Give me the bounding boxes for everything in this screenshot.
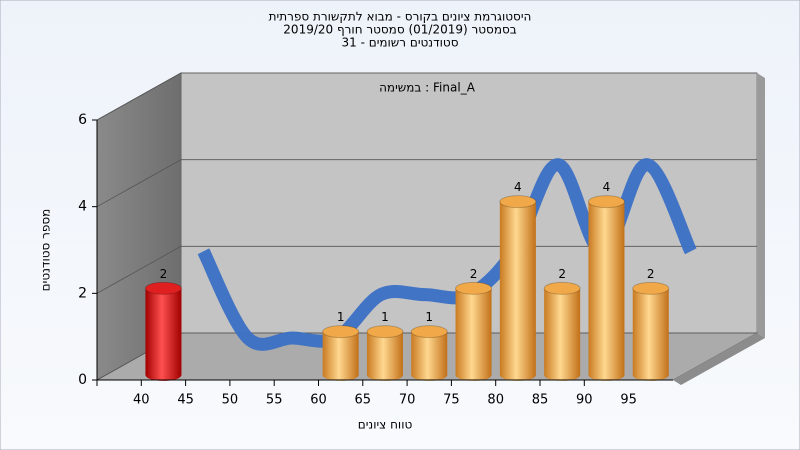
title-line: סטודנטים רשומים - 31 [341, 36, 458, 50]
bar [366, 325, 404, 381]
value-label: 2 [558, 267, 566, 281]
bar-body [411, 331, 448, 381]
x-tick-label: 95 [620, 393, 637, 408]
x-tick-label: 50 [222, 393, 239, 408]
y-axis-label: מספר סטודנטים [39, 209, 53, 292]
value-label: 2 [647, 267, 655, 281]
value-label: 1 [381, 310, 389, 324]
bar-body [145, 288, 182, 381]
bar-body [499, 201, 536, 381]
y-tick-label: 6 [78, 112, 87, 128]
back-wall-edge [757, 73, 765, 338]
x-tick-label: 90 [576, 393, 593, 408]
y-tick-label: 2 [78, 285, 87, 301]
x-tick-label: 75 [443, 393, 460, 408]
bar-body [544, 288, 581, 381]
x-tick-label: 60 [310, 393, 327, 408]
value-label: 2 [160, 267, 168, 281]
bar-top [144, 281, 182, 295]
bar [632, 281, 670, 381]
value-label: 1 [425, 310, 433, 324]
bar [587, 195, 625, 381]
bar [455, 281, 493, 381]
floor-edge [673, 333, 765, 385]
x-tick-label: 85 [532, 393, 549, 408]
annotation: במשימה : Final_A [379, 81, 476, 95]
bar [410, 325, 448, 381]
bar-top [455, 281, 493, 295]
bar [543, 281, 581, 381]
bar-top [543, 281, 581, 295]
bar-top [366, 325, 404, 339]
value-label: 4 [603, 180, 611, 194]
x-tick-label: 65 [355, 393, 372, 408]
bar-top [632, 281, 670, 295]
grid-line [96, 245, 757, 294]
value-label: 1 [337, 310, 345, 324]
bar-body [588, 201, 625, 381]
grid-line [96, 159, 757, 208]
bar-body [632, 288, 669, 381]
x-tick-label: 70 [399, 393, 416, 408]
y-tick-label: 4 [78, 199, 87, 215]
value-label: 4 [514, 180, 522, 194]
bar-top [587, 195, 625, 209]
bars: 2 1 1 1 2 4 2 4 2 [144, 180, 670, 381]
bar-body [455, 288, 492, 381]
x-tick-label: 40 [133, 393, 150, 408]
bar-body [322, 331, 359, 381]
bar-top [499, 195, 537, 209]
bar [144, 281, 182, 381]
x-tick-label: 55 [266, 393, 283, 408]
x-tick-label: 80 [487, 393, 504, 408]
bar-top [410, 325, 448, 339]
bar [499, 195, 537, 381]
value-label: 2 [470, 267, 478, 281]
title-line: היסטוגרמת ציונים בקורס - מבוא לתקשורת ספ… [269, 10, 532, 24]
bar [322, 325, 360, 381]
title-line: בסמסטר (01/2019) סמסטר חורף 2019/20 [283, 23, 516, 37]
bar-top [322, 325, 360, 339]
bar-body [366, 331, 403, 381]
y-tick-label: 0 [78, 372, 87, 388]
x-tick-label: 45 [177, 393, 194, 408]
x-axis-label: טווח ציונים [358, 418, 413, 432]
grid-line [96, 72, 757, 121]
